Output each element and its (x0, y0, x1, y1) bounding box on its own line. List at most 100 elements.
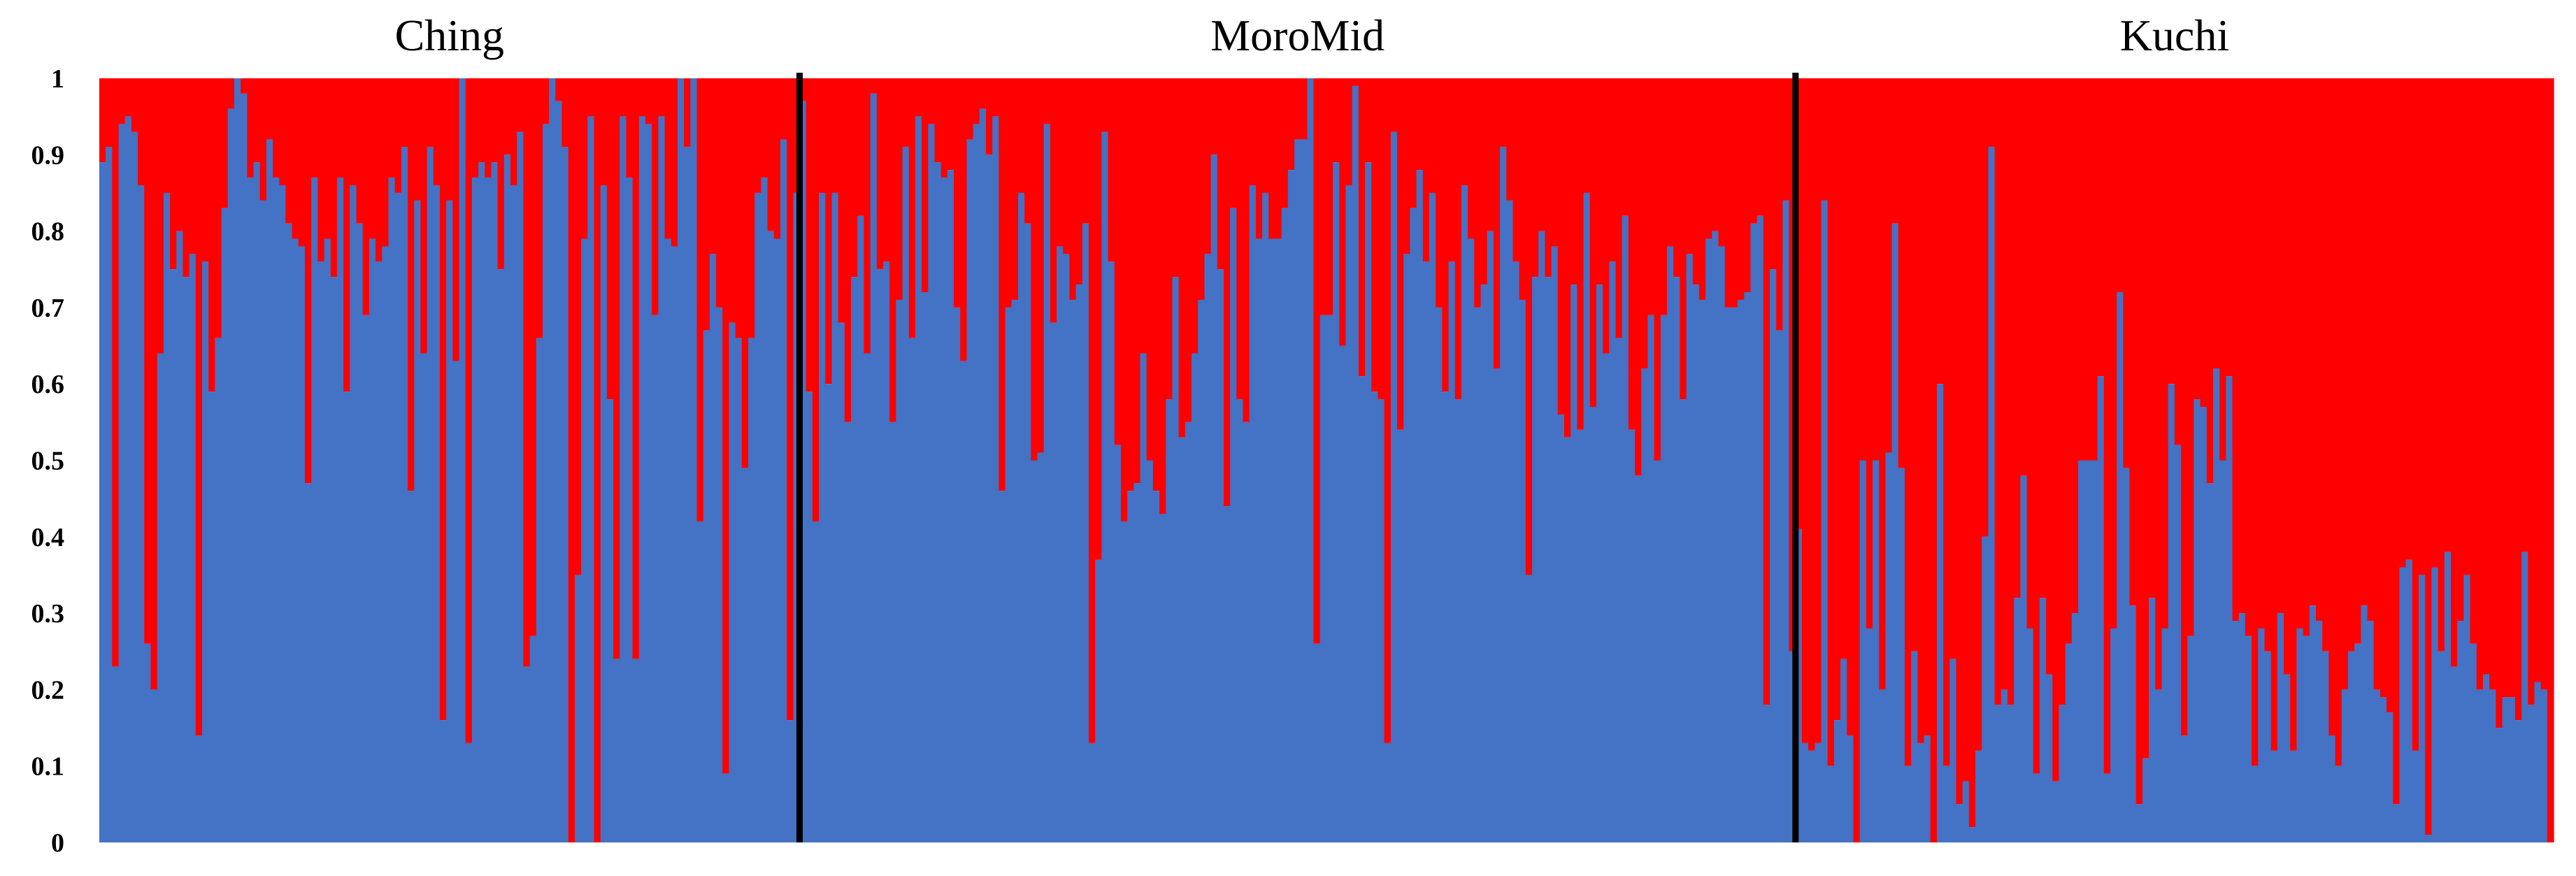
bar-lower-moromid-81 (1319, 315, 1327, 843)
bar-lower-kuchi-73 (2264, 651, 2272, 842)
bar-upper-kuchi-74 (2270, 78, 2278, 751)
bar-lower-ching-5 (131, 131, 138, 842)
bar-lower-moromid-134 (1660, 315, 1668, 843)
bar-lower-kuchi-84 (2335, 766, 2342, 842)
bar-upper-ching-28 (279, 78, 287, 186)
bar-upper-kuchi-108 (2489, 78, 2496, 690)
bar-lower-kuchi-41 (2059, 705, 2066, 842)
bar-upper-moromid-130 (1635, 78, 1642, 476)
bar-upper-ching-17 (208, 78, 215, 392)
bar-lower-kuchi-27 (1968, 827, 1976, 842)
bar-lower-moromid-91 (1384, 742, 1391, 842)
bar-lower-ching-13 (183, 277, 190, 842)
bar-upper-moromid-132 (1647, 78, 1655, 315)
bar-upper-kuchi-95 (2405, 78, 2413, 560)
bar-lower-kuchi-106 (2476, 689, 2484, 842)
bar-upper-kuchi-58 (2168, 78, 2175, 385)
bar-upper-ching-98 (729, 78, 736, 323)
bar-lower-ching-20 (227, 108, 235, 843)
bar-upper-moromid-86 (1352, 78, 1359, 86)
bar-lower-ching-78 (600, 185, 608, 842)
bar-lower-moromid-5 (831, 192, 839, 842)
bar-upper-ching-37 (336, 78, 344, 178)
y-tick-label-8: 0.8 (31, 217, 65, 247)
bar-upper-kuchi-39 (2046, 78, 2053, 675)
bar-lower-ching-0 (99, 162, 106, 843)
bar-lower-moromid-50 (1120, 521, 1128, 842)
bar-upper-moromid-39 (1050, 78, 1057, 323)
bar-upper-ching-72 (561, 78, 569, 148)
bar-upper-ching-50 (420, 78, 428, 354)
bar-upper-kuchi-2 (1808, 78, 1815, 751)
bar-lower-moromid-123 (1589, 406, 1597, 842)
bar-lower-ching-54 (446, 200, 453, 842)
bar-upper-ching-23 (247, 78, 255, 178)
bar-upper-ching-94 (703, 78, 710, 331)
bar-lower-ching-7 (144, 643, 152, 842)
bar-lower-kuchi-64 (2206, 483, 2214, 842)
bar-lower-moromid-49 (1114, 445, 1122, 842)
bar-upper-kuchi-79 (2303, 78, 2310, 636)
bar-upper-kuchi-13 (1879, 78, 1886, 690)
bar-upper-kuchi-18 (1911, 78, 1918, 652)
bar-upper-ching-27 (273, 78, 280, 178)
bar-lower-kuchi-66 (2219, 460, 2226, 842)
bar-upper-moromid-95 (1410, 78, 1417, 208)
bar-upper-ching-81 (620, 78, 627, 117)
bar-upper-kuchi-5 (1827, 78, 1835, 766)
bar-lower-ching-92 (690, 78, 698, 842)
bar-lower-ching-44 (382, 246, 389, 843)
bar-lower-ching-91 (684, 147, 691, 842)
bar-lower-kuchi-68 (2232, 621, 2240, 842)
bar-upper-moromid-31 (999, 78, 1006, 491)
bar-upper-moromid-68 (1236, 78, 1244, 400)
bar-upper-kuchi-97 (2419, 78, 2426, 575)
bar-lower-kuchi-45 (2084, 460, 2092, 842)
bar-lower-ching-55 (452, 361, 460, 842)
bar-upper-moromid-103 (1461, 78, 1468, 186)
bar-upper-kuchi-4 (1821, 78, 1829, 201)
bar-upper-kuchi-3 (1815, 78, 1822, 743)
bar-lower-moromid-21 (934, 162, 942, 843)
bar-lower-ching-33 (311, 178, 319, 843)
bar-upper-kuchi-54 (2142, 78, 2149, 759)
bar-lower-moromid-137 (1680, 399, 1687, 842)
bar-lower-kuchi-36 (2026, 628, 2034, 842)
bar-upper-kuchi-75 (2277, 78, 2284, 614)
bar-upper-kuchi-110 (2502, 78, 2510, 698)
bar-upper-ching-0 (99, 78, 106, 163)
bar-upper-moromid-91 (1384, 78, 1391, 743)
bar-lower-kuchi-90 (2373, 689, 2381, 842)
bar-upper-moromid-26 (966, 78, 974, 140)
bar-lower-ching-90 (677, 78, 685, 842)
bar-upper-kuchi-50 (2117, 78, 2124, 293)
bar-upper-moromid-148 (1750, 78, 1758, 224)
bar-upper-ching-88 (664, 78, 672, 239)
bar-lower-kuchi-38 (2039, 598, 2047, 842)
bar-upper-kuchi-82 (2322, 78, 2329, 652)
bar-lower-moromid-83 (1333, 162, 1340, 843)
bar-lower-moromid-35 (1024, 223, 1031, 842)
bar-lower-moromid-109 (1500, 147, 1507, 842)
bar-lower-moromid-39 (1050, 322, 1057, 842)
bar-upper-kuchi-22 (1936, 78, 1944, 385)
bar-upper-kuchi-106 (2476, 78, 2484, 690)
bar-upper-moromid-10 (864, 78, 871, 354)
bar-upper-moromid-3 (819, 78, 826, 193)
bar-upper-moromid-123 (1589, 78, 1597, 407)
bar-upper-ching-66 (523, 78, 531, 667)
bar-lower-moromid-36 (1031, 460, 1038, 842)
bar-lower-kuchi-89 (2367, 621, 2375, 842)
bar-upper-kuchi-89 (2367, 78, 2375, 622)
bar-lower-ching-58 (471, 178, 479, 843)
bar-lower-ching-71 (555, 101, 563, 842)
bar-upper-kuchi-71 (2252, 78, 2259, 766)
bar-upper-moromid-147 (1744, 78, 1752, 293)
bar-upper-moromid-58 (1172, 78, 1180, 278)
bar-upper-ching-2 (112, 78, 120, 667)
bar-lower-moromid-25 (960, 361, 968, 842)
bar-upper-moromid-143 (1718, 78, 1726, 247)
bar-lower-ching-49 (414, 200, 422, 842)
bar-lower-ching-15 (195, 735, 203, 842)
bar-lower-ching-65 (517, 131, 524, 842)
